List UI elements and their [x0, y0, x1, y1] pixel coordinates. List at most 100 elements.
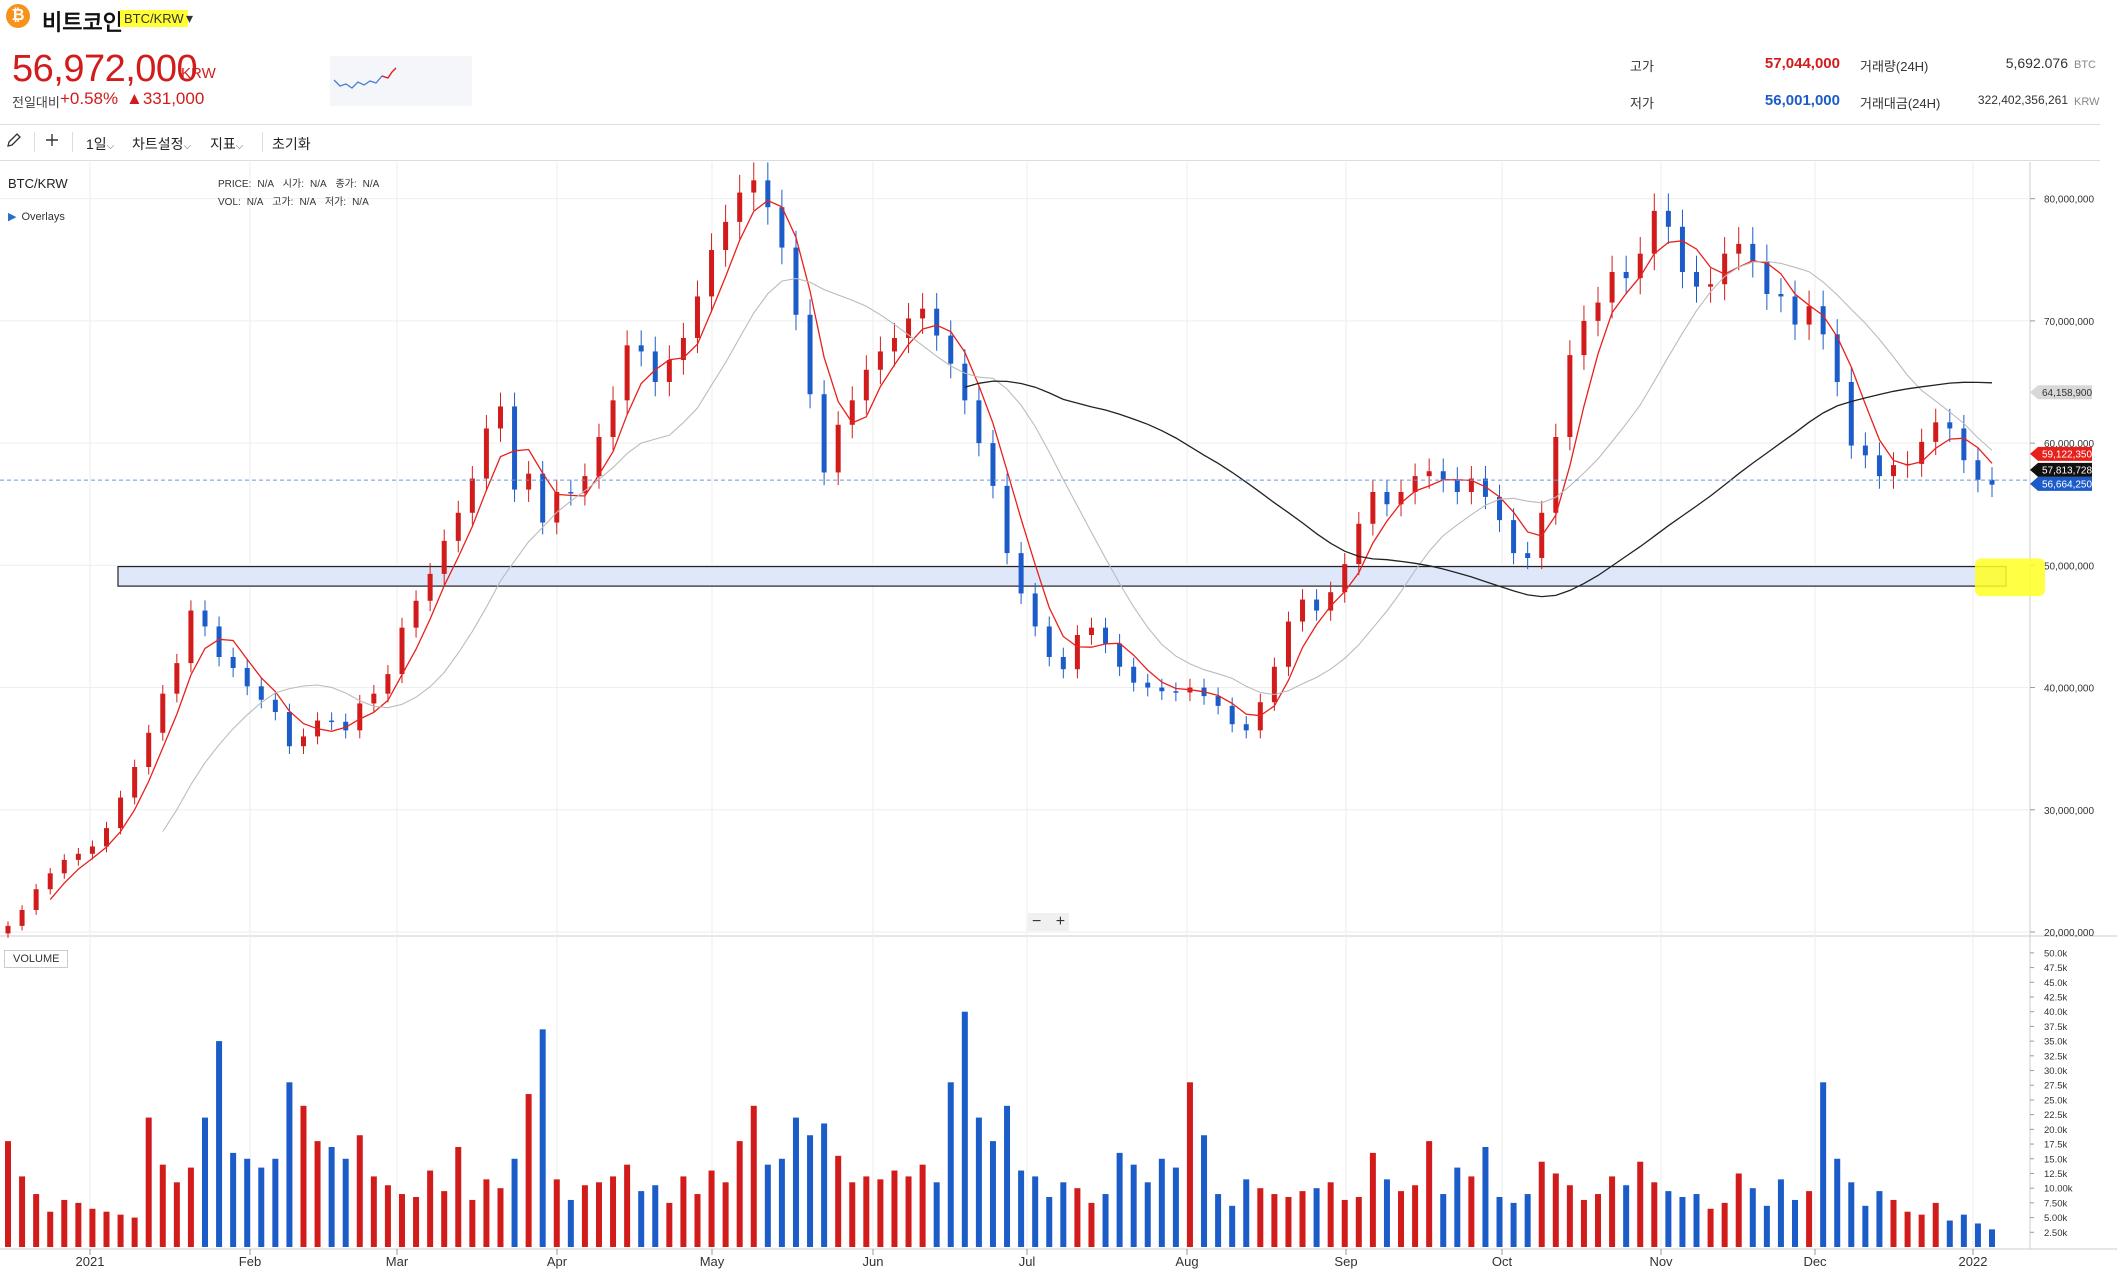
candle-down [807, 314, 813, 395]
pencil-icon[interactable] [6, 132, 22, 151]
amount-24h-unit: KRW [2074, 96, 2100, 108]
candle-up [554, 492, 560, 523]
price-chart[interactable]: 2021 Feb Mar Apr May Jun Jul Aug Sep Oct Nov Dec 202… [0, 162, 2117, 1276]
chevron-down-icon: ⌵ [235, 141, 244, 152]
volume-bar [19, 1176, 26, 1247]
change-amount: ▲331,000 [126, 89, 205, 108]
candle-down [1229, 705, 1235, 725]
zoom-in-button[interactable]: + [1055, 913, 1066, 930]
volume-bar [1932, 1202, 1939, 1247]
candle-up [19, 910, 25, 926]
chevron-down-icon[interactable]: ▾ [186, 10, 194, 26]
header-divider [0, 124, 2100, 125]
candle-up [146, 732, 152, 767]
x-axis-month-label: Aug [1175, 1254, 1198, 1269]
volume-bar [1299, 1191, 1306, 1247]
candle-down [948, 335, 954, 364]
candle-down [1440, 471, 1446, 480]
candle-up [1567, 355, 1573, 437]
volume-bar [821, 1123, 828, 1247]
volume-bar [201, 1117, 208, 1247]
x-axis-month-label: Apr [547, 1254, 568, 1269]
pair-selector[interactable]: BTC/KRW [120, 10, 188, 27]
candle-up [1342, 564, 1348, 593]
candle-down [1117, 643, 1123, 667]
candle-up [497, 406, 503, 429]
volume-bar [1707, 1208, 1714, 1247]
volume-bar [1172, 1167, 1179, 1247]
volume-bar [1792, 1199, 1799, 1247]
legend-open-value: N/A [309, 179, 327, 190]
chart-settings-dropdown[interactable]: 차트설정⌵ [132, 134, 191, 154]
candle-up [680, 338, 686, 360]
volume-bar [300, 1105, 307, 1247]
price-tag-label: 56,664,250 [2042, 479, 2092, 490]
x-axis-month-label: 2022 [1959, 1254, 1988, 1269]
volume-bar [497, 1188, 504, 1247]
candle-up [188, 610, 194, 664]
volume-bar [891, 1170, 898, 1247]
interval-dropdown[interactable]: 1일⌵ [86, 134, 114, 154]
price-tag-label: 64,158,900 [2042, 388, 2092, 399]
legend-high-label: 고가: [272, 197, 294, 208]
candle-down [286, 712, 292, 747]
overlays-toggle[interactable]: ▶ Overlays [8, 210, 65, 223]
legend-price-label: PRICE: [218, 179, 252, 190]
candle-up [118, 797, 124, 829]
volume-bar [159, 1164, 166, 1247]
volume-24h-value: 5,692.076 [2005, 55, 2068, 71]
volume-bar [553, 1179, 560, 1247]
support-zone-box [117, 565, 2007, 587]
volume-axis-label: 20.0k [2044, 1125, 2067, 1136]
volume-bar [216, 1041, 223, 1247]
price-axis-label: 40,000,000 [2044, 684, 2094, 695]
volume-24h-label: 거래량(24H) [1860, 59, 1929, 74]
volume-bar [384, 1185, 391, 1247]
candle-down [1778, 294, 1784, 297]
volume-axis-label: 22.5k [2044, 1110, 2067, 1121]
candle-down [1243, 724, 1249, 731]
volume-bar [1369, 1152, 1376, 1247]
volume-bar [1144, 1182, 1151, 1247]
volume-bar [1960, 1214, 1967, 1247]
candle-down [540, 473, 546, 523]
volume-bar [370, 1176, 377, 1247]
volume-axis-label: 25.0k [2044, 1095, 2067, 1106]
volume-bar [1806, 1191, 1813, 1247]
volume-bar [1946, 1220, 1953, 1247]
zoom-out-button[interactable]: − [1032, 913, 1042, 930]
volume-axis-label: 27.5k [2044, 1081, 2067, 1092]
price-tag-bg [2030, 462, 2092, 477]
volume-bar [1130, 1164, 1137, 1247]
candle-up [1722, 253, 1728, 285]
candle-up [596, 437, 602, 477]
volume-bar [89, 1208, 96, 1247]
chart-toolbar: 1일⌵ 차트설정⌵ 지표⌵ 초기화 [0, 126, 2100, 161]
volume-bar [173, 1182, 180, 1247]
volume-bar [638, 1191, 645, 1247]
volume-bar [1158, 1158, 1165, 1247]
plus-icon[interactable] [44, 132, 60, 151]
sparkline-up-line [381, 67, 397, 79]
volume-axis-label: 5.00k [2044, 1213, 2067, 1224]
volume-bar [1876, 1191, 1883, 1247]
x-axis-month-label: Feb [239, 1254, 261, 1269]
volume-bar [314, 1141, 321, 1247]
reset-button[interactable]: 초기화 [272, 136, 311, 152]
high-label: 고가 [1630, 59, 1654, 74]
candle-up [1595, 302, 1601, 321]
candle-down [329, 720, 335, 723]
volume-bar [947, 1082, 954, 1247]
volume-bar [708, 1170, 715, 1247]
candle-down [568, 492, 574, 494]
indicators-dropdown[interactable]: 지표⌵ [210, 134, 243, 154]
volume-bar [1735, 1173, 1742, 1247]
volume-bar [1834, 1158, 1841, 1247]
x-axis-month-label: Mar [386, 1254, 409, 1269]
volume-bar [610, 1176, 617, 1247]
legend-price-value: N/A [257, 179, 275, 190]
volume-bar [342, 1158, 349, 1247]
candle-down [1961, 428, 1967, 461]
volume-bar [750, 1105, 757, 1247]
candle-up [624, 345, 630, 401]
